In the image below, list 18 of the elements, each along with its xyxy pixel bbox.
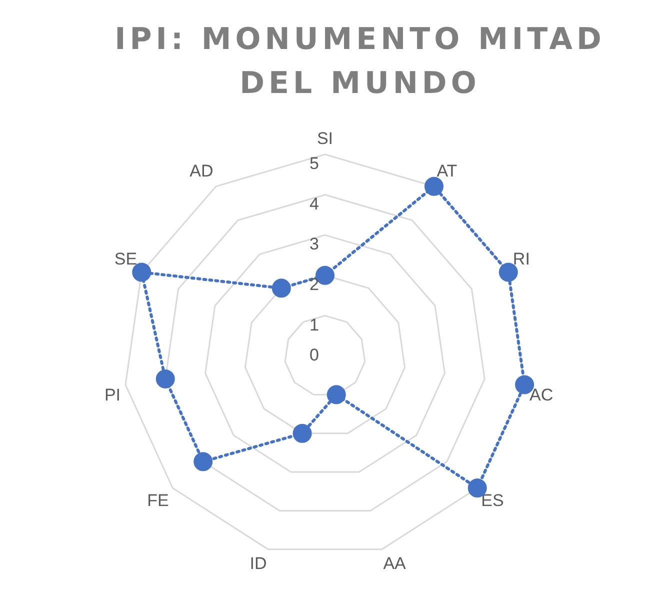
spoke-label: ID [250,554,267,574]
y-tick-label: 2 [310,275,319,294]
y-tick-label: 1 [310,315,319,334]
y-tick-label: 4 [310,194,319,214]
y-tick-label: 5 [310,154,319,174]
chart-title: IPI: MONUMENTO MITAD DEL MUNDO [114,21,606,103]
spoke-label: SI [316,128,334,148]
spoke-label: SE [114,250,138,269]
spoke-label: FE [147,491,169,510]
spoke-label: AA [383,554,407,574]
spoke-label: AT [436,162,458,181]
y-tick-label: 0 [310,346,319,365]
spoke-label: ES [481,491,504,510]
spoke-label: AC [529,385,554,404]
spoke-label: PI [104,385,121,404]
y-tick-label: 3 [310,234,319,254]
spoke-label: AD [190,162,214,181]
spoke-label: RI [512,250,530,269]
